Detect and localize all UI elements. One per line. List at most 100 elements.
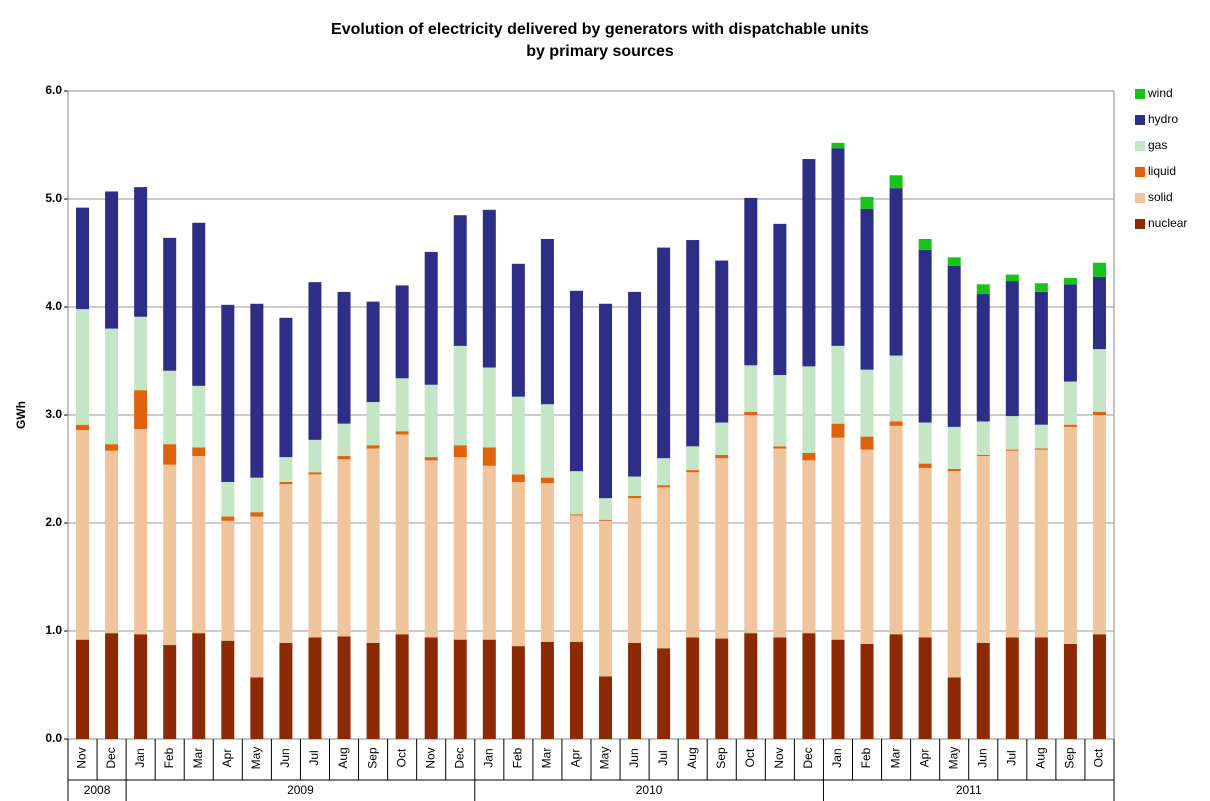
bar-segment [540, 483, 554, 642]
bar-segment [628, 496, 642, 499]
bar-segment [192, 222, 206, 386]
bar-segment [540, 404, 554, 478]
bar-segment [337, 636, 351, 739]
bar-segment [947, 265, 961, 427]
bar-segment [366, 445, 380, 449]
bar-segment [802, 460, 816, 634]
bar-segment [976, 294, 990, 422]
bar-segment [773, 223, 787, 376]
x-tick-label: Dec [452, 747, 466, 768]
bar-segment [1005, 449, 1019, 451]
bar-segment [395, 434, 409, 635]
bar-segment [976, 642, 990, 739]
x-tick-label: Jun [975, 748, 989, 767]
bar-segment [657, 487, 671, 649]
legend-label: hydro [1148, 112, 1178, 126]
legend-label: nuclear [1148, 216, 1187, 230]
y-tick-label: 5.0 [45, 191, 62, 205]
bar-segment [134, 316, 148, 391]
bar-segment [715, 458, 729, 639]
bar-segment [424, 637, 438, 739]
bar-segment [744, 411, 758, 415]
bar-segment [540, 477, 554, 484]
bar-segment [831, 639, 845, 739]
bar-segment [773, 637, 787, 739]
bar-segment [947, 677, 961, 739]
x-tick-label: Jul [307, 750, 321, 765]
bar-segment [976, 284, 990, 295]
bar-segment [860, 208, 874, 370]
bar-segment [831, 345, 845, 424]
bar-segment [308, 472, 322, 475]
bar-segment [511, 263, 525, 397]
bar-segment [599, 498, 613, 520]
bar-segment [395, 431, 409, 435]
bar-segment [831, 423, 845, 438]
bar-segment [831, 142, 845, 149]
bar-segment [221, 520, 235, 641]
bar-segment [105, 444, 119, 451]
x-tick-label: Dec [104, 747, 118, 768]
legend-label: wind [1147, 86, 1173, 100]
bar-segment [424, 460, 438, 638]
bar-segment [947, 471, 961, 678]
bar-segment [366, 402, 380, 446]
bar-segment [628, 498, 642, 643]
x-tick-label: Nov [423, 747, 437, 768]
bar-segment [802, 633, 816, 739]
bar-segment [715, 638, 729, 739]
x-tick-label: Oct [743, 748, 757, 767]
bar-segment [1063, 277, 1077, 285]
bar-segment [279, 642, 293, 739]
bar-segment [744, 633, 758, 739]
bar-segment [686, 240, 700, 447]
bar-segment [918, 467, 932, 638]
bar-segment [192, 633, 206, 739]
bar-segment [76, 430, 90, 640]
x-tick-label: Mar [540, 748, 554, 769]
bar-segment [744, 197, 758, 366]
bar-segment [773, 446, 787, 449]
bar-segment [976, 456, 990, 643]
x-tick-label: Feb [511, 747, 525, 768]
bar-segment [947, 469, 961, 472]
bar-segment [1034, 449, 1048, 638]
bar-segment [802, 452, 816, 461]
bar-segment [1005, 637, 1019, 739]
bar-segment [715, 260, 729, 423]
bar-segment [569, 515, 583, 642]
x-tick-label: Jun [627, 748, 641, 767]
x-tick-label: Nov [75, 747, 89, 768]
bar-segment [105, 633, 119, 739]
legend-swatch [1135, 167, 1145, 177]
x-tick-label: Apr [220, 749, 234, 768]
x-tick-label: Sep [365, 747, 379, 769]
bar-segment [1034, 448, 1048, 450]
x-tick-label: Mar [888, 748, 902, 769]
y-tick-label: 4.0 [45, 299, 62, 313]
bar-segment [279, 317, 293, 458]
bar-segment [1005, 281, 1019, 417]
x-tick-label: Sep [1063, 747, 1077, 769]
year-label: 2010 [636, 783, 663, 797]
y-tick-label: 1.0 [45, 623, 62, 637]
bar-segment [482, 639, 496, 739]
bar-segment [250, 516, 264, 678]
bar-segment [1005, 450, 1019, 638]
legend-swatch [1135, 219, 1145, 229]
bar-segment [192, 385, 206, 448]
bar-segment [860, 643, 874, 739]
bar-segment [1063, 381, 1077, 425]
bar-segment [1063, 424, 1077, 427]
bar-segment [628, 476, 642, 496]
bar-segment [657, 648, 671, 739]
bar-segment [860, 436, 874, 450]
x-tick-label: Sep [714, 747, 728, 769]
bar-segment [395, 285, 409, 379]
bar-segment [163, 464, 177, 646]
bar-segment [250, 677, 264, 739]
bar-segment [366, 301, 380, 403]
year-label: 2009 [287, 783, 314, 797]
x-tick-label: May [598, 747, 612, 770]
